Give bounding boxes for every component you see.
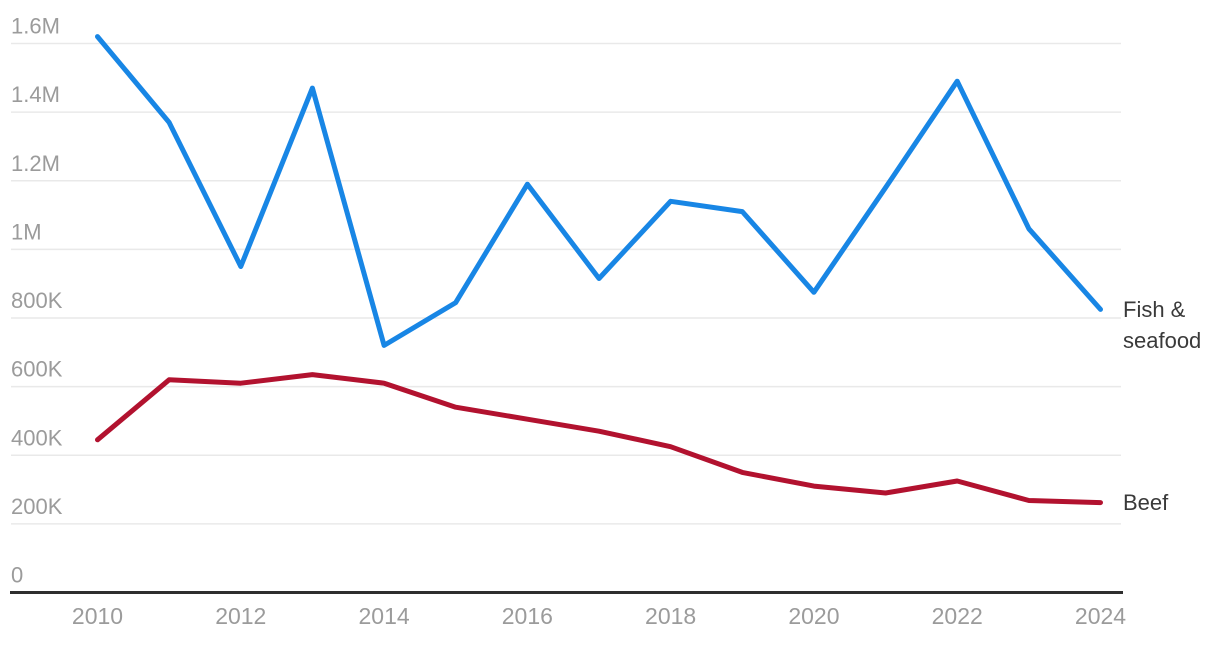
y-tick-label: 600K: [11, 357, 63, 382]
x-tick-label: 2022: [932, 603, 983, 629]
y-tick-label: 200K: [11, 494, 63, 519]
x-tick-label: 2014: [358, 603, 409, 629]
y-tick-label: 1.6M: [11, 14, 60, 39]
y-tick-label: 0: [11, 563, 23, 588]
y-tick-label: 1M: [11, 219, 42, 244]
y-tick-label: 1.2M: [11, 151, 60, 176]
y-tick-label: 800K: [11, 288, 63, 313]
x-tick-label: 2016: [502, 603, 553, 629]
x-tick-label: 2024: [1075, 603, 1126, 629]
x-tick-label: 2018: [645, 603, 696, 629]
y-tick-label: 1.4M: [11, 82, 60, 107]
x-tick-label: 2010: [72, 603, 123, 629]
x-tick-label: 2012: [215, 603, 266, 629]
series-line-fish-seafood: [95, 34, 1103, 348]
x-tick-label: 2020: [788, 603, 839, 629]
series-line-beef: [95, 372, 1103, 506]
y-tick-label: 400K: [11, 425, 63, 450]
series-end-label-fish-seafood: Fish & seafood: [1123, 297, 1202, 353]
series-end-label-beef: Beef: [1123, 490, 1169, 515]
